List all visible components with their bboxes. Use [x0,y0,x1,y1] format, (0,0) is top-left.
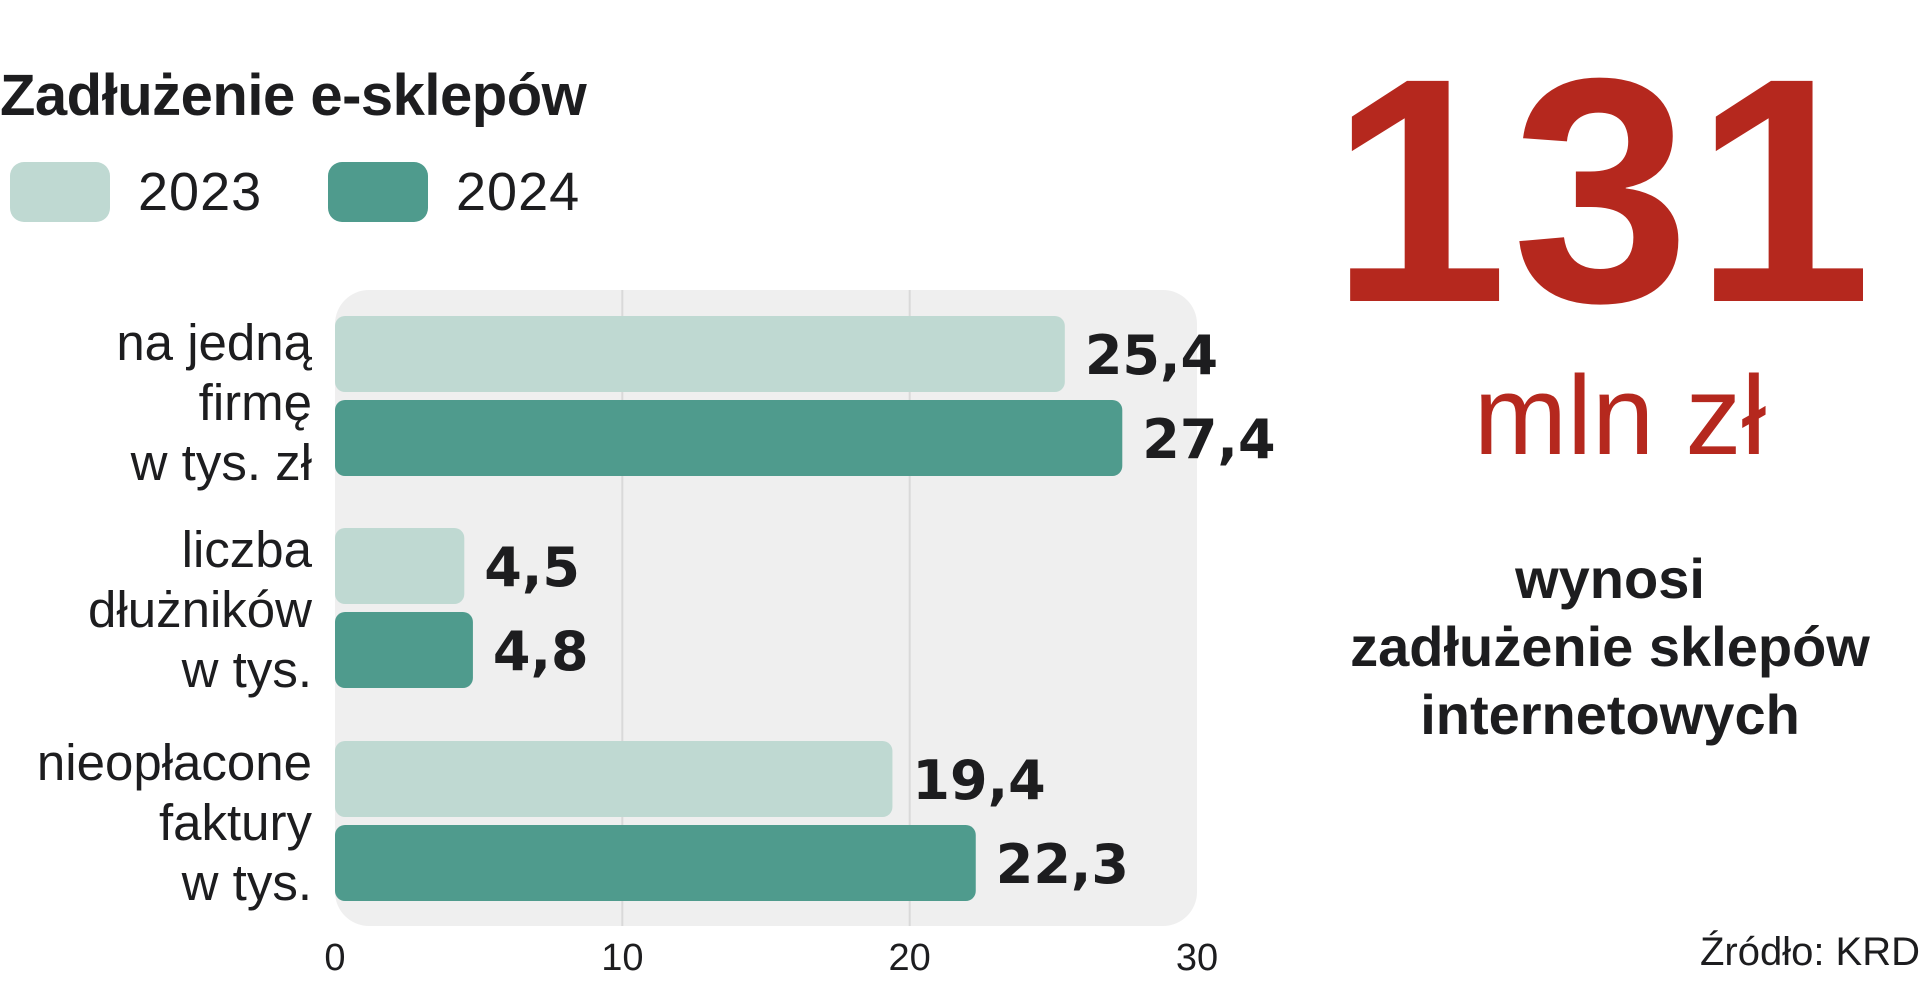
bar-value-label-2024-2: 22,3 [996,833,1129,896]
bar-value-label-2024-1: 4,8 [493,620,589,683]
bar-2024-0 [335,400,1123,476]
bar-value-label-2024-0: 27,4 [1142,408,1275,471]
category-label-unpaid-invoices: nieopłacone faktury w tys. [36,734,312,911]
bar-value-label-2023-0: 25,4 [1085,324,1218,387]
bar-2024-1 [335,612,473,688]
legend-item-2024: 2024 [328,162,580,222]
x-tick-label-10: 10 [601,937,643,979]
bar-chart: 25,4 27,4 4,5 4,8 19,4 22,3 0 10 20 30 [324,290,1276,979]
x-tick-label-20: 20 [889,937,931,979]
x-tick-label-0: 0 [324,937,345,979]
bar-2023-0 [335,316,1065,392]
highlight-unit: mln zł [1473,353,1767,478]
highlight-number: 131 [1330,11,1876,369]
highlight-caption: wynosi zadłużenie sklepów internetowych [1350,547,1870,746]
x-tick-label-30: 30 [1176,937,1218,979]
bar-value-label-2023-1: 4,5 [484,536,580,599]
legend-item-2023: 2023 [10,162,262,222]
legend-label-2023: 2023 [138,162,263,222]
category-label-debtors: liczba dłużników w tys. [88,521,312,698]
category-label-per-company: na jedną firmę w tys. zł [116,314,312,491]
bar-2023-1 [335,528,465,604]
bar-value-label-2023-2: 19,4 [912,749,1045,812]
legend-swatch-2024 [328,162,428,222]
bar-2024-2 [335,825,976,901]
bar-2023-2 [335,741,893,817]
source-note: Źródło: KRD [1699,930,1920,974]
legend-swatch-2023 [10,162,110,222]
chart-title: Zadłużenie e-sklepów [0,63,587,128]
legend-label-2024: 2024 [456,162,581,222]
